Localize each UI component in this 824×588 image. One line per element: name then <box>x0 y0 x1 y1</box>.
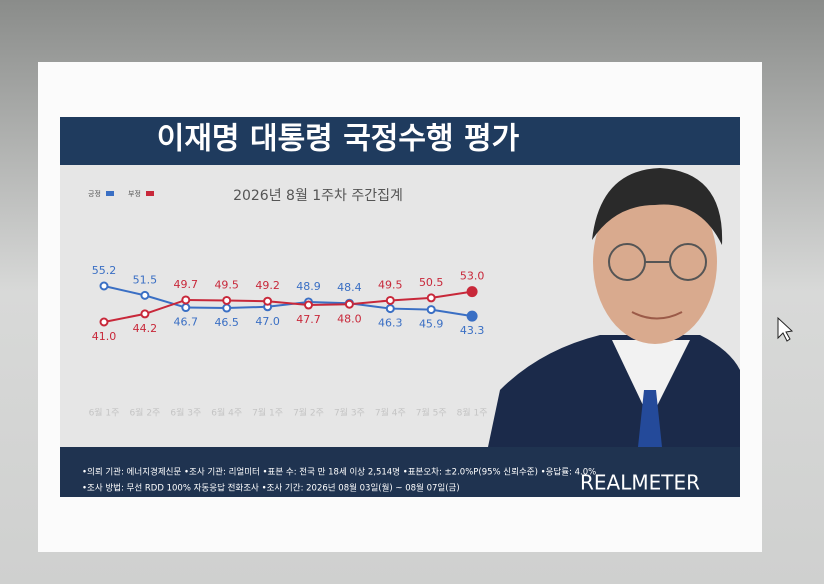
x-tick-label: 6월 2주 <box>129 407 160 419</box>
legend-swatch <box>146 191 154 196</box>
data-point <box>140 290 150 300</box>
data-point <box>222 303 232 313</box>
legend-label: 부정 <box>128 189 141 198</box>
data-label: 41.0 <box>92 330 117 343</box>
data-point <box>181 303 191 313</box>
data-label: 47.0 <box>255 315 280 328</box>
logo: REALMETER <box>580 471 700 495</box>
data-point <box>99 281 109 291</box>
data-point <box>99 317 109 327</box>
x-tick-label: 7월 1주 <box>252 407 283 419</box>
data-point <box>466 286 478 298</box>
data-label: 46.3 <box>378 317 403 330</box>
data-label: 49.5 <box>214 278 239 291</box>
data-label: 50.5 <box>419 276 444 289</box>
data-point <box>426 305 436 315</box>
data-point <box>263 296 273 306</box>
mouse-cursor <box>777 316 794 342</box>
data-label: 43.3 <box>460 324 485 337</box>
data-label: 49.7 <box>174 278 199 291</box>
data-label: 48.0 <box>337 312 362 325</box>
data-label: 47.7 <box>296 313 321 326</box>
data-label: 55.2 <box>92 264 117 277</box>
legend-swatch <box>106 191 114 196</box>
data-point <box>385 304 395 314</box>
series-line <box>103 290 473 323</box>
x-tick-label: 7월 4주 <box>375 407 406 419</box>
data-label: 51.5 <box>133 273 158 286</box>
data-label: 49.5 <box>378 278 403 291</box>
x-tick-label: 6월 1주 <box>89 407 120 419</box>
data-label: 48.4 <box>337 281 362 294</box>
x-tick-label: 8월 1주 <box>457 407 488 419</box>
x-tick-label: 7월 2주 <box>293 407 324 419</box>
data-point <box>222 295 232 305</box>
series-line <box>103 285 473 318</box>
portrait <box>488 168 740 447</box>
x-tick-label: 7월 3주 <box>334 407 365 419</box>
data-point <box>426 293 436 303</box>
data-point <box>140 309 150 319</box>
data-label: 44.2 <box>133 322 158 335</box>
chart-title: 이재명 대통령 국정수행 평가 <box>157 122 520 157</box>
data-label: 45.9 <box>419 318 444 331</box>
data-label: 49.2 <box>255 279 280 292</box>
data-label: 46.7 <box>174 316 199 329</box>
data-point <box>385 295 395 305</box>
legend-label: 긍정 <box>88 189 101 198</box>
data-point <box>304 300 313 310</box>
chart-subtitle: 2026년 8월 1주차 주간집계 <box>233 188 403 204</box>
x-tick-label: 6월 3주 <box>170 407 201 419</box>
footer-band <box>60 447 740 497</box>
data-label: 46.5 <box>214 316 239 329</box>
data-label: 48.9 <box>296 280 321 293</box>
x-tick-label: 6월 4주 <box>211 407 242 419</box>
data-point <box>181 295 191 305</box>
x-tick-label: 7월 5주 <box>416 407 447 419</box>
header-band <box>60 117 740 165</box>
note: •조사 방법: 무선 RDD 100% 자동응답 전화조사 •조사 기간: 20… <box>82 483 460 494</box>
note: •의뢰 기관: 에너지경제신문 •조사 기관: 리얼미터 •표본 수: 전국 만… <box>82 467 596 478</box>
data-point <box>344 299 354 309</box>
data-point <box>466 310 478 322</box>
data-label: 53.0 <box>460 270 485 283</box>
